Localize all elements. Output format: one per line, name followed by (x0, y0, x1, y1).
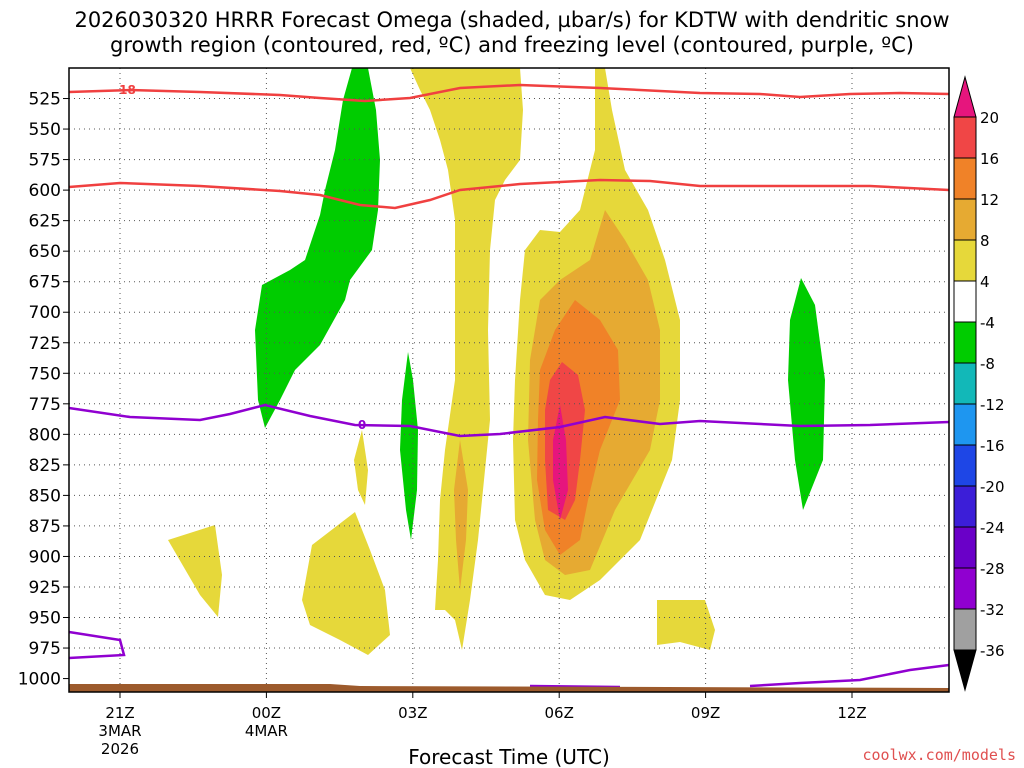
omega-yellow-region-6 (657, 600, 715, 650)
x-tick-label: 09Z (691, 704, 720, 722)
omega-shading (168, 68, 825, 655)
x-tick-label: 00Z (252, 704, 281, 722)
colorbar-label: -24 (980, 519, 1005, 537)
colorbar-label: -4 (980, 314, 995, 332)
colorbar-top-triangle (953, 75, 977, 118)
plot-border (68, 67, 950, 693)
x-tick-sublabel: 4MAR (245, 722, 288, 740)
colorbar-label: 12 (980, 191, 999, 209)
colorbar-segment-9 (953, 239, 977, 282)
omega-lightorange-region-2 (454, 440, 468, 590)
colorbar-segment-11 (953, 157, 977, 200)
colorbar-segment-10 (953, 198, 977, 241)
terrain-band (69, 684, 949, 692)
dgz-contour-label: -18 (114, 83, 136, 97)
y-tick-label: 850 (29, 486, 61, 506)
colorbar-label: -28 (980, 560, 1005, 578)
y-tick-label: 975 (29, 639, 61, 659)
omega-green-region-3 (788, 278, 825, 510)
y-tick-label: 925 (29, 578, 61, 598)
colorbar-segment-12 (953, 116, 977, 159)
y-tick-label: 825 (29, 456, 61, 476)
freezing-contour-label: 0 (358, 418, 366, 432)
chart-title-line-1: 2026030320 HRRR Forecast Omega (shaded, … (74, 8, 949, 32)
x-tick-label: 06Z (545, 704, 574, 722)
y-tick-label: 800 (29, 425, 61, 445)
y-tick-label: 950 (29, 609, 61, 629)
y-tick-label: 550 (29, 120, 61, 140)
plot-area: -18 0 (68, 67, 950, 693)
colorbar-bottom-triangle (953, 649, 977, 692)
omega-green-region-2 (400, 352, 418, 540)
y-tick-label: 625 (29, 212, 61, 232)
colorbar-segment-0 (953, 608, 977, 651)
freezing-contour-main (68, 403, 950, 438)
x-axis-label: Forecast Time (UTC) (408, 745, 610, 768)
chart-title-line-2: growth region (contoured, red, ºC) and f… (110, 33, 914, 57)
y-tick-label: 725 (29, 334, 61, 354)
colorbar-segment-8 (953, 280, 977, 323)
omega-yellow-region-3 (354, 430, 368, 505)
dgz-contour-lower (68, 178, 950, 210)
colorbar-label: -16 (980, 437, 1005, 455)
y-tick-label: 775 (29, 395, 61, 415)
colorbar-label: 20 (980, 109, 999, 127)
y-tick-label: 750 (29, 364, 61, 384)
colorbar: -36 -32 -28 -24 -20 -16 -12 -8 -4 4 8 12 16 20 (953, 75, 1005, 692)
y-tick-label: 525 (29, 90, 61, 110)
omega-yellow-region-1 (410, 68, 523, 650)
x-tick-label: 03Z (398, 704, 427, 722)
colorbar-segment-7 (953, 321, 977, 364)
y-tick-label: 1000 (18, 670, 61, 690)
omega-magenta-region (553, 405, 568, 520)
colorbar-segment-4 (953, 444, 977, 487)
colorbar-label: 8 (980, 232, 990, 250)
colorbar-label: -12 (980, 396, 1005, 414)
dgz-contour-upper (68, 83, 950, 103)
y-tick-label: 675 (29, 273, 61, 293)
colorbar-segment-2 (953, 526, 977, 569)
omega-yellow-region-4 (302, 512, 390, 655)
colorbar-label: -32 (980, 601, 1005, 619)
y-tick-label: 875 (29, 517, 61, 537)
colorbar-label: -36 (980, 642, 1005, 660)
y-tick-label: 575 (29, 151, 61, 171)
omega-green-region-1 (255, 68, 380, 428)
x-tick-sublabel: 3MAR (98, 722, 141, 740)
colorbar-label: 16 (980, 150, 999, 168)
freezing-contour-lowlevel-3 (749, 663, 950, 688)
colorbar-label: 4 (980, 273, 990, 291)
colorbar-segment-6 (953, 362, 977, 405)
freezing-contour-lowlevel-1 (68, 630, 126, 660)
omega-yellow-region-5 (168, 525, 222, 617)
y-tick-label: 700 (29, 303, 61, 323)
colorbar-segment-3 (953, 485, 977, 528)
colorbar-segment-1 (953, 567, 977, 610)
x-tick-label: 12Z (837, 704, 866, 722)
y-axis: 525 550 575 600 625 650 675 700 725 750 775 800 825 8… (18, 90, 69, 690)
grid-lines (69, 68, 949, 692)
colorbar-segment-5 (953, 403, 977, 446)
credit-text: coolwx.com/models (862, 746, 1016, 764)
x-tick-sublabel: 2026 (101, 740, 139, 758)
colorbar-label: -20 (980, 478, 1005, 496)
y-tick-label: 600 (29, 181, 61, 201)
x-tick-label: 21Z (105, 704, 134, 722)
colorbar-label: -8 (980, 355, 995, 373)
y-tick-label: 900 (29, 547, 61, 567)
y-tick-label: 650 (29, 242, 61, 262)
